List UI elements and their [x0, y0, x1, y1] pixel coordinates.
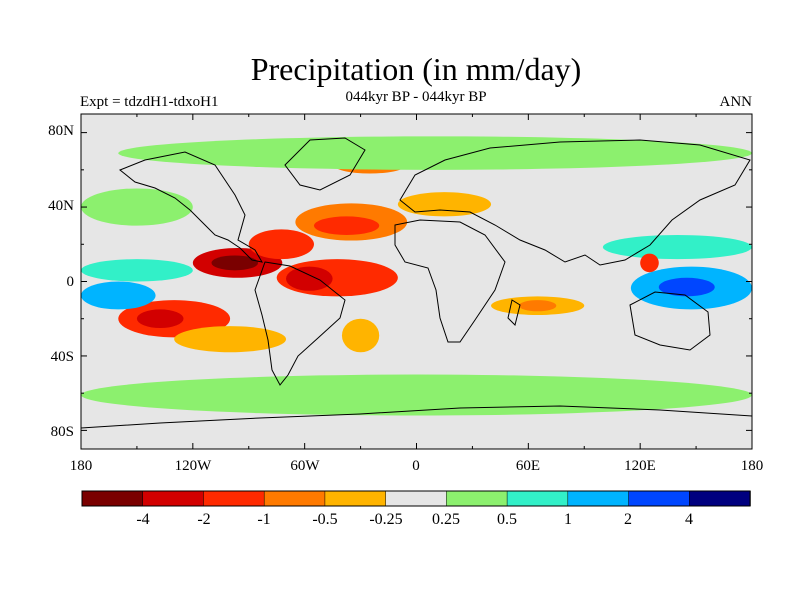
x-tick-label: 120E — [624, 458, 656, 474]
anomaly-region-atlantic-dry-core — [286, 266, 333, 291]
chart-title: Precipitation (in mm/day) — [251, 51, 582, 87]
anomaly-region-west-pacific-wet — [602, 234, 752, 260]
colorbar-swatch — [81, 490, 144, 507]
anomaly-region-pacific-wet — [81, 259, 193, 282]
colorbar — [81, 490, 751, 507]
subtitle-season: ANN — [720, 94, 753, 110]
x-tick-label: 180 — [70, 458, 93, 474]
anomaly-region-north-atlantic-orange — [313, 216, 380, 235]
anomaly-region-arctic-wet — [118, 136, 752, 170]
anomaly-region-north-pacific-wet — [81, 188, 193, 226]
colorbar-level-label: -0.25 — [369, 511, 402, 528]
north-america-coastline — [119, 151, 263, 263]
anomaly-region-maritime-wet-core — [658, 277, 715, 297]
colorbar-level-label: -1 — [257, 511, 270, 528]
anomaly-region-philippines-dry — [640, 253, 659, 273]
anomaly-region-caribbean-dry — [248, 229, 314, 260]
colorbar-level-label: 0.25 — [432, 511, 460, 528]
colorbar-frame — [81, 490, 751, 507]
australia-coastline — [629, 291, 711, 351]
anomaly-region-indian-dry-core — [519, 300, 557, 312]
axis-ticks — [80, 114, 753, 449]
x-tick-label: 120W — [175, 458, 213, 474]
colorbar-swatch — [263, 490, 326, 507]
anomaly-region-southern-ocean-wet — [81, 374, 752, 416]
colorbar-level-label: -2 — [197, 511, 210, 528]
colorbar-swatch — [324, 490, 387, 507]
colorbar-level-label: -0.5 — [312, 511, 337, 528]
subtitle-experiment: Expt = tdzdH1-tdxoH1 — [80, 94, 218, 110]
colorbar-level-label: 4 — [685, 511, 693, 528]
africa-coastline — [394, 219, 506, 343]
colorbar-swatch — [203, 490, 265, 507]
y-tick-label: 0 — [67, 274, 75, 290]
precipitation-anomaly-regions — [81, 136, 752, 416]
x-tick-label: 60W — [290, 458, 320, 474]
anomaly-region-south-atlantic-dry — [341, 318, 380, 353]
colorbar-swatch — [567, 490, 630, 507]
antarctica-coastline — [81, 405, 752, 429]
colorbar-swatch — [689, 490, 751, 507]
subtitle-period: 044kyr BP - 044kyr BP — [345, 89, 486, 105]
y-tick-label: 80N — [48, 123, 74, 139]
y-tick-label: 40S — [51, 349, 74, 365]
anomaly-region-pacific-dry-core — [211, 255, 259, 271]
colorbar-swatch — [446, 490, 508, 507]
eurasia-coastline — [399, 139, 751, 266]
colorbar-swatch — [628, 490, 691, 507]
x-tick-label: 0 — [412, 458, 420, 474]
colorbar-level-label: 0.5 — [497, 511, 517, 528]
anomaly-region-pacific-wet-south — [81, 281, 156, 310]
colorbar-level-label: 1 — [564, 511, 572, 528]
colorbar-swatch — [506, 490, 569, 507]
colorbar-swatch — [142, 490, 205, 507]
x-tick-label: 180 — [741, 458, 764, 474]
y-tick-label: 40N — [48, 198, 74, 214]
x-tick-label: 60E — [516, 458, 540, 474]
madagascar-coastline — [507, 299, 521, 326]
y-tick-label: 80S — [51, 424, 74, 440]
anomaly-region-south-pacific-core — [136, 309, 184, 329]
colorbar-level-label: -4 — [136, 511, 149, 528]
anomaly-region-south-pacific-band — [174, 326, 287, 353]
coastlines — [81, 137, 752, 429]
greenland-coastline — [284, 137, 366, 191]
anomaly-region-europe-dry — [397, 192, 492, 217]
south-america-coastline — [254, 261, 346, 386]
colorbar-swatch — [385, 490, 448, 507]
map-panel — [81, 114, 752, 449]
colorbar-level-label: 2 — [624, 511, 632, 528]
